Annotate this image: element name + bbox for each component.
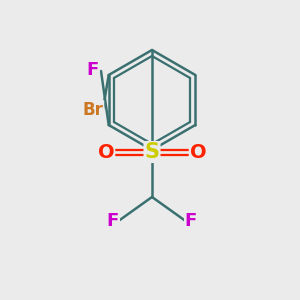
Text: F: F [87,61,99,79]
Text: O: O [190,142,206,161]
Text: S: S [145,142,160,162]
Text: F: F [185,212,197,230]
Text: Br: Br [82,101,103,119]
Text: F: F [107,212,119,230]
Text: O: O [98,142,114,161]
